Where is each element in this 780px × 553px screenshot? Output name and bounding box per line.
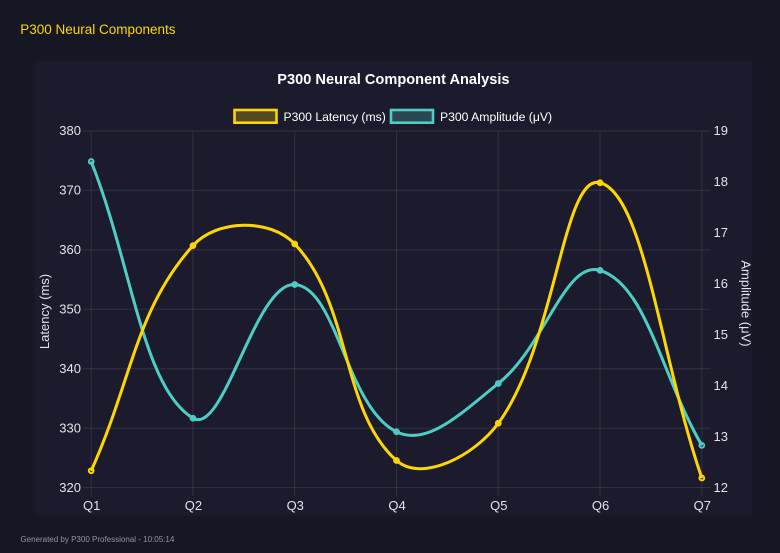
svg-text:14: 14 <box>714 378 728 393</box>
svg-text:Q2: Q2 <box>185 498 202 513</box>
svg-text:Q1: Q1 <box>83 498 100 513</box>
svg-text:Q4: Q4 <box>388 498 405 513</box>
svg-text:16: 16 <box>714 276 728 291</box>
svg-text:Amplitude (μV): Amplitude (μV) <box>739 260 754 346</box>
svg-text:360: 360 <box>59 242 81 257</box>
svg-text:330: 330 <box>59 420 81 435</box>
svg-text:Q7: Q7 <box>694 498 711 513</box>
svg-text:380: 380 <box>59 123 81 138</box>
svg-text:P300 Amplitude (μV): P300 Amplitude (μV) <box>440 110 552 124</box>
svg-text:P300 Latency (ms): P300 Latency (ms) <box>284 110 386 124</box>
svg-text:340: 340 <box>59 361 81 376</box>
svg-text:350: 350 <box>59 302 81 317</box>
svg-text:Latency (ms): Latency (ms) <box>37 274 52 349</box>
svg-text:17: 17 <box>714 225 728 240</box>
svg-text:15: 15 <box>714 327 728 342</box>
svg-text:12: 12 <box>714 480 728 495</box>
svg-text:Q3: Q3 <box>287 498 304 513</box>
svg-text:19: 19 <box>714 123 728 138</box>
svg-text:Q5: Q5 <box>490 498 507 513</box>
svg-text:370: 370 <box>59 183 81 198</box>
svg-text:320: 320 <box>59 480 81 495</box>
svg-text:Q6: Q6 <box>592 498 609 513</box>
svg-text:P300 Neural Component Analysis: P300 Neural Component Analysis <box>277 72 509 88</box>
svg-text:18: 18 <box>714 174 728 189</box>
svg-text:13: 13 <box>714 429 728 444</box>
